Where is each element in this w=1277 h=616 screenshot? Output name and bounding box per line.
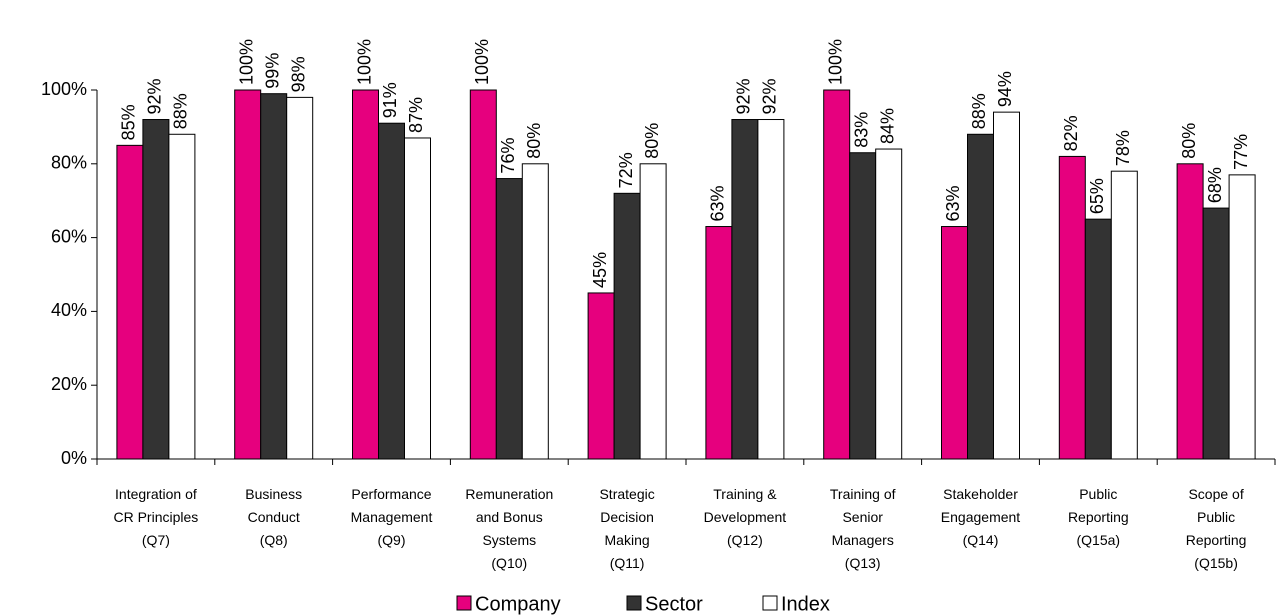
value-label: 100%	[472, 39, 492, 85]
bar	[1058, 155, 1086, 460]
x-tick-label: Performance Management (Q9)	[351, 486, 433, 548]
bar	[1110, 170, 1138, 460]
bar	[286, 96, 314, 460]
value-label: 100%	[236, 39, 256, 85]
value-label: 84%	[877, 108, 897, 144]
bar	[495, 178, 523, 460]
value-label: 80%	[1179, 123, 1199, 159]
bar	[469, 89, 497, 460]
y-tick-label: 80%	[51, 153, 87, 173]
y-tick-label: 40%	[51, 300, 87, 320]
value-label: 100%	[354, 39, 374, 85]
value-label: 83%	[851, 112, 871, 148]
value-label: 77%	[1231, 134, 1251, 170]
x-tick-label: Training & Development (Q12)	[704, 486, 787, 548]
value-label: 92%	[760, 78, 780, 114]
bar	[234, 89, 262, 460]
x-tick-label: Integration of CR Principles (Q7)	[113, 486, 198, 548]
bar	[731, 119, 759, 460]
bar	[260, 93, 288, 460]
bar	[757, 119, 785, 460]
value-label: 85%	[119, 104, 139, 140]
bar	[639, 163, 667, 460]
value-label: 63%	[708, 185, 728, 221]
value-label: 100%	[825, 39, 845, 85]
legend-label: Company	[475, 593, 561, 615]
legend-label: Index	[781, 593, 830, 615]
legend-swatch	[626, 595, 642, 611]
bar	[1202, 207, 1230, 460]
bar	[142, 119, 170, 460]
x-tick-label: Remuneration and Bonus Systems (Q10)	[465, 486, 553, 571]
y-tick-label: 20%	[51, 374, 87, 394]
value-label: 99%	[262, 53, 282, 89]
bar	[587, 292, 615, 460]
legend-swatch	[456, 595, 472, 611]
value-label: 76%	[498, 138, 518, 174]
value-label: 92%	[145, 78, 165, 114]
value-label: 94%	[995, 71, 1015, 107]
bar	[705, 226, 733, 460]
y-tick-label: 0%	[61, 448, 87, 468]
x-tick-label: Business Conduct (Q8)	[245, 486, 302, 548]
x-tick-label: Stakeholder Engagement (Q14)	[941, 486, 1021, 548]
y-tick-label: 100%	[41, 79, 87, 99]
bar	[823, 89, 851, 460]
bar	[404, 137, 431, 460]
value-label: 72%	[616, 152, 636, 188]
bar	[993, 111, 1020, 460]
value-label: 78%	[1113, 130, 1133, 166]
value-label: 92%	[734, 78, 754, 114]
value-label: 65%	[1087, 178, 1107, 214]
y-tick-label: 60%	[51, 226, 87, 246]
value-label: 88%	[171, 93, 191, 129]
value-label: 45%	[590, 252, 610, 288]
bar	[1084, 218, 1112, 460]
bar	[613, 192, 641, 460]
x-tick-label: Strategic Decision Making (Q11)	[599, 486, 654, 571]
value-label: 88%	[969, 93, 989, 129]
bar	[849, 152, 877, 460]
bar	[967, 133, 994, 460]
legend-label: Sector	[645, 593, 703, 615]
bar	[1176, 163, 1204, 460]
bar	[378, 122, 405, 460]
bar	[116, 144, 144, 460]
bar	[521, 163, 549, 460]
bar	[1228, 174, 1256, 460]
value-label: 91%	[380, 82, 400, 118]
bar	[875, 148, 903, 460]
bar	[941, 226, 968, 460]
x-tick-label: Public Reporting (Q15a)	[1068, 486, 1129, 548]
value-label: 63%	[943, 185, 963, 221]
value-label: 98%	[288, 56, 308, 92]
x-tick-label: Training of Senior Managers (Q13)	[830, 486, 896, 571]
value-label: 80%	[524, 123, 544, 159]
x-tick-label: Scope of Public Reporting (Q15b)	[1186, 486, 1247, 571]
bar	[168, 133, 196, 460]
value-label: 80%	[642, 123, 662, 159]
value-label: 68%	[1205, 167, 1225, 203]
legend-swatch	[762, 595, 778, 611]
bar	[352, 89, 379, 460]
value-label: 87%	[406, 97, 426, 133]
value-label: 82%	[1061, 115, 1081, 151]
